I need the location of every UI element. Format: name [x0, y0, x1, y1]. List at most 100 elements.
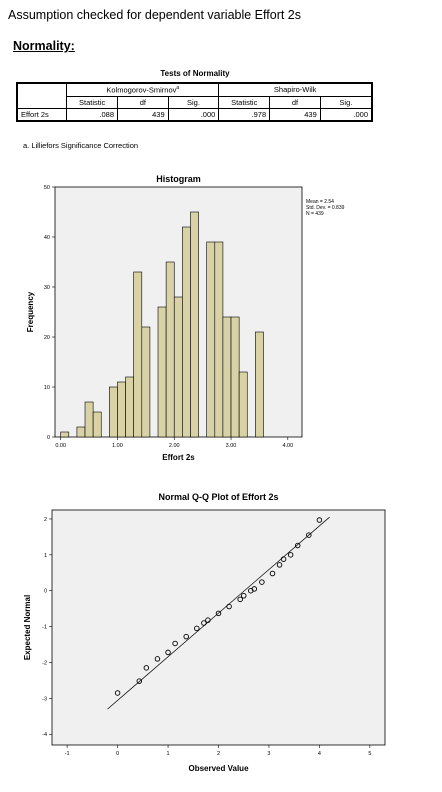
- chart-title: Histogram: [156, 174, 201, 184]
- histogram-bar: [214, 241, 224, 438]
- table-subheader-row: Statistic df Sig. Statistic df Sig.: [17, 95, 373, 109]
- histogram-bar: [76, 426, 86, 438]
- section-heading: Normality:: [13, 39, 75, 53]
- qq-point: [201, 620, 207, 626]
- histogram-bar: [109, 386, 118, 438]
- qq-point: [237, 596, 243, 603]
- qq-point: [276, 562, 283, 568]
- qq-point: [240, 592, 247, 599]
- histogram-bar: [157, 306, 167, 438]
- reference-line: [107, 516, 330, 710]
- x-tick-label: 0: [116, 751, 119, 757]
- row-label: Effort 2s: [16, 107, 68, 122]
- histogram-chart: Histogram 0 10 20 30 40 50 0.00 1.00 2.00 3.00 4.00…: [26, 174, 345, 462]
- table-row: Effort 2s .088 439 .000 .978 439 .000: [16, 107, 373, 122]
- histogram-bar: [230, 316, 240, 438]
- x-tick-label: 0.00: [55, 443, 66, 449]
- col-header: df: [117, 95, 169, 109]
- group-header-ks: Kolmogorov-Smirnova: [66, 82, 220, 97]
- qq-plot-chart: Normal Q-Q Plot of Effort 2s 2 1 0 -1 -2 -3 -4 -…: [23, 492, 386, 773]
- x-tick-label: 2.00: [169, 443, 180, 449]
- qq-point: [259, 579, 265, 585]
- table-cell: .088: [66, 107, 119, 122]
- x-tick-label: 2: [217, 751, 220, 757]
- qq-point: [205, 617, 211, 623]
- qq-point: [194, 625, 200, 632]
- col-header: Sig.: [319, 95, 373, 109]
- y-tick-label: 2: [44, 517, 47, 523]
- histogram-bar: [190, 211, 199, 438]
- intro-text: Assumption checked for dependent variabl…: [8, 8, 301, 22]
- y-tick-label: -2: [42, 660, 47, 666]
- table-title: Tests of Normality: [160, 69, 230, 78]
- y-axis-label: Expected Normal: [23, 595, 32, 660]
- qq-point: [306, 532, 312, 538]
- histogram-bar: [182, 226, 191, 438]
- table-header-row: Kolmogorov-Smirnova Shapiro-Wilk: [16, 82, 374, 109]
- x-tick-label: 4.00: [282, 443, 293, 449]
- qq-point: [287, 552, 294, 558]
- y-tick-label: 0: [44, 589, 47, 595]
- legend-stat: Mean = 2.54: [306, 199, 334, 205]
- y-tick-label: 40: [44, 235, 50, 241]
- qq-point: [215, 610, 222, 617]
- table-cell: 439: [269, 107, 321, 122]
- qq-point: [294, 542, 301, 549]
- y-tick-label: -3: [42, 696, 47, 702]
- histogram-bar: [133, 271, 143, 438]
- col-header: Statistic: [66, 95, 119, 109]
- col-header: Sig.: [167, 95, 220, 109]
- x-tick-label: 3.00: [226, 443, 237, 449]
- x-tick-label: 1.00: [112, 443, 123, 449]
- qq-point: [172, 640, 178, 647]
- histogram-bar: [206, 241, 216, 438]
- y-tick-label: 1: [44, 553, 47, 559]
- y-tick-label: 20: [44, 335, 50, 341]
- y-tick-label: 0: [47, 435, 50, 441]
- y-tick-label: 10: [44, 385, 50, 391]
- histogram-bar: [141, 326, 151, 438]
- qq-point: [316, 517, 323, 523]
- legend-stat: Std. Dev. = 0.839: [306, 205, 345, 211]
- x-tick-label: 5: [368, 751, 371, 757]
- y-tick-label: 30: [44, 285, 50, 291]
- x-axis-label: Effort 2s: [162, 453, 195, 462]
- x-axis-label: Observed Value: [188, 764, 249, 773]
- x-tick-label: 3: [267, 751, 270, 757]
- histogram-bar: [222, 316, 232, 438]
- histogram-bar: [92, 411, 102, 438]
- qq-point: [136, 678, 143, 684]
- qq-point: [280, 556, 287, 562]
- table-cell: 439: [117, 107, 169, 122]
- x-tick-label: 1: [167, 751, 170, 757]
- histogram-bar: [125, 376, 134, 438]
- qq-point: [165, 649, 171, 656]
- table-cell: .000: [319, 107, 373, 122]
- col-header: Statistic: [218, 95, 271, 109]
- col-header: df: [269, 95, 321, 109]
- qq-point: [154, 656, 161, 662]
- group-header-sw: Shapiro-Wilk: [218, 82, 374, 97]
- qq-point: [269, 570, 276, 577]
- legend-stat: N = 439: [306, 211, 324, 217]
- y-tick-label: -4: [42, 732, 47, 738]
- qq-point: [183, 633, 189, 640]
- histogram-bar: [165, 261, 175, 438]
- histogram-bar: [238, 371, 248, 438]
- histogram-bar: [60, 431, 70, 438]
- table-corner-cell: [16, 82, 68, 109]
- qq-point: [226, 603, 232, 610]
- table-cell: .000: [167, 107, 220, 122]
- normality-table: Kolmogorov-Smirnova Shapiro-Wilk Statist…: [16, 82, 374, 122]
- y-tick-label: -1: [42, 625, 47, 631]
- table-footnote: a. Lilliefors Significance Correction: [23, 141, 139, 150]
- qq-point: [114, 690, 121, 696]
- x-tick-label: 4: [318, 751, 321, 757]
- histogram-bar: [255, 331, 264, 438]
- histogram-bar: [173, 296, 183, 438]
- y-axis-label: Frequency: [26, 291, 35, 332]
- histogram-bar: [117, 381, 126, 438]
- x-tick-label: -1: [65, 751, 70, 757]
- plot-area: [51, 509, 386, 746]
- qq-point: [251, 586, 258, 592]
